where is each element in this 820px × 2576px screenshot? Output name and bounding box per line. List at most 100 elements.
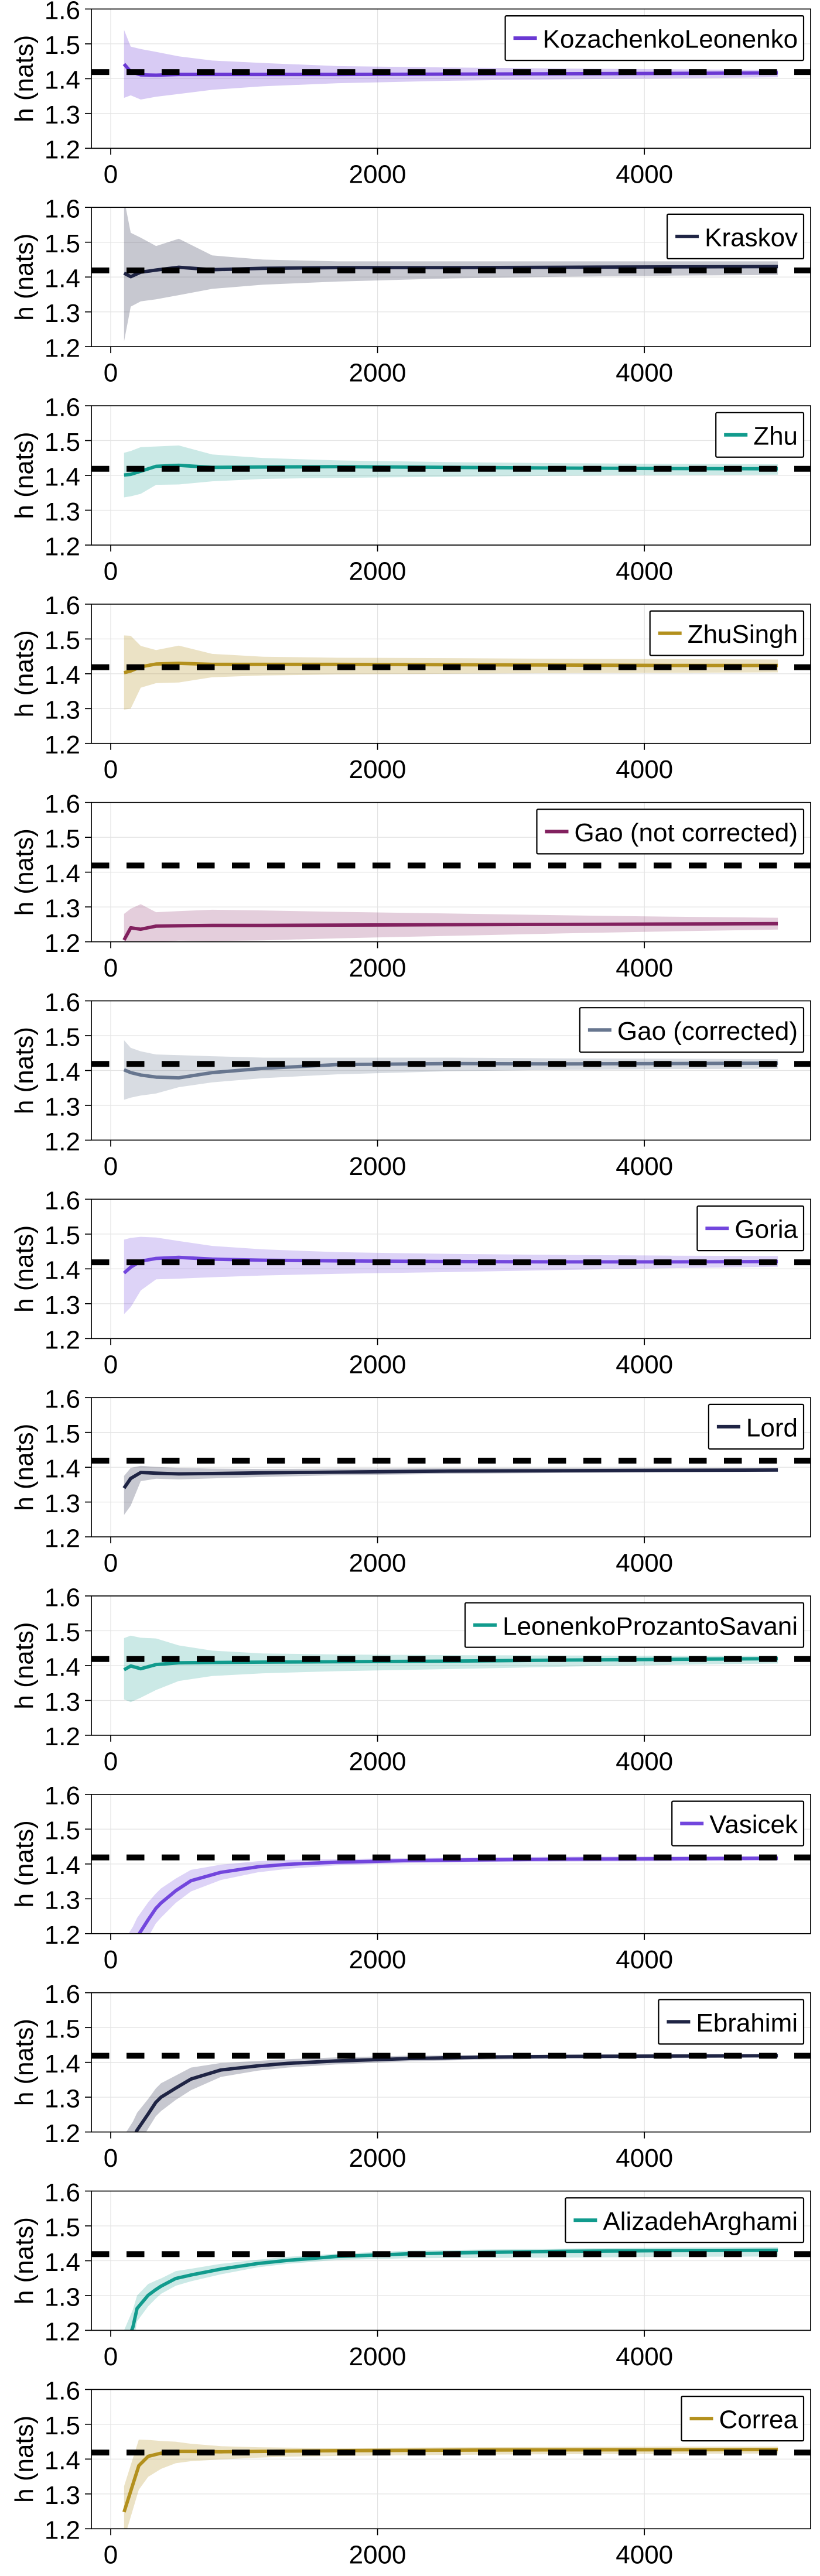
svg-text:Kraskov: Kraskov (705, 224, 798, 252)
svg-text:1.6: 1.6 (45, 1583, 80, 1612)
svg-text:Correa: Correa (719, 2406, 798, 2434)
svg-text:1.4: 1.4 (45, 66, 80, 95)
svg-text:4000: 4000 (616, 2342, 673, 2371)
svg-text:1.2: 1.2 (45, 334, 80, 362)
svg-text:1.6: 1.6 (45, 2178, 80, 2207)
svg-text:4000: 4000 (616, 755, 673, 784)
svg-text:2000: 2000 (349, 359, 406, 388)
svg-text:Gao (not corrected): Gao (not corrected) (575, 818, 798, 847)
svg-text:1.2: 1.2 (45, 1128, 80, 1156)
svg-text:h (nats): h (nats) (10, 1027, 39, 1114)
svg-text:1.2: 1.2 (45, 2516, 80, 2545)
svg-text:1.2: 1.2 (45, 136, 80, 165)
svg-text:h (nats): h (nats) (10, 828, 39, 916)
svg-text:1.3: 1.3 (45, 101, 80, 129)
svg-text:0: 0 (104, 954, 118, 982)
svg-text:2000: 2000 (349, 160, 406, 189)
svg-text:1.2: 1.2 (45, 731, 80, 759)
svg-text:1.5: 1.5 (45, 626, 80, 655)
svg-text:ZhuSingh: ZhuSingh (688, 620, 798, 649)
svg-text:1.5: 1.5 (45, 229, 80, 258)
svg-text:1.2: 1.2 (45, 1326, 80, 1355)
svg-text:4000: 4000 (616, 359, 673, 388)
svg-text:1.4: 1.4 (45, 2050, 80, 2078)
svg-text:1.6: 1.6 (45, 2377, 80, 2406)
svg-text:1.2: 1.2 (45, 532, 80, 561)
svg-text:1.3: 1.3 (45, 1688, 80, 1717)
svg-text:1.6: 1.6 (45, 1385, 80, 1414)
svg-text:h (nats): h (nats) (10, 234, 39, 321)
svg-text:0: 0 (104, 755, 118, 784)
svg-text:4000: 4000 (616, 1747, 673, 1776)
svg-text:1.2: 1.2 (45, 1524, 80, 1553)
svg-text:h (nats): h (nats) (10, 1622, 39, 1709)
svg-text:1.2: 1.2 (45, 929, 80, 958)
svg-text:0: 0 (104, 2144, 118, 2173)
svg-text:0: 0 (104, 1152, 118, 1181)
svg-text:1.5: 1.5 (45, 825, 80, 854)
svg-text:1.5: 1.5 (45, 1023, 80, 1051)
svg-text:h (nats): h (nats) (10, 35, 39, 122)
svg-text:2000: 2000 (349, 1152, 406, 1181)
svg-text:1.4: 1.4 (45, 1455, 80, 1484)
svg-text:h (nats): h (nats) (10, 431, 39, 519)
svg-text:2000: 2000 (349, 1351, 406, 1379)
svg-text:h (nats): h (nats) (10, 2416, 39, 2503)
svg-text:1.3: 1.3 (45, 2481, 80, 2510)
svg-text:1.6: 1.6 (45, 1782, 80, 1810)
svg-text:4000: 4000 (616, 1351, 673, 1379)
svg-text:1.6: 1.6 (45, 1980, 80, 2009)
svg-text:1.6: 1.6 (45, 393, 80, 422)
svg-text:1.3: 1.3 (45, 1092, 80, 1121)
svg-text:4000: 4000 (616, 160, 673, 189)
svg-text:2000: 2000 (349, 1549, 406, 1578)
svg-text:1.3: 1.3 (45, 1886, 80, 1915)
svg-text:2000: 2000 (349, 2541, 406, 2570)
svg-text:1.4: 1.4 (45, 1851, 80, 1880)
svg-text:4000: 4000 (616, 1152, 673, 1181)
svg-text:1.5: 1.5 (45, 31, 80, 60)
svg-text:1.6: 1.6 (45, 988, 80, 1017)
svg-text:1.2: 1.2 (45, 2318, 80, 2347)
svg-text:1.5: 1.5 (45, 428, 80, 457)
svg-text:4000: 4000 (616, 2541, 673, 2570)
svg-text:1.5: 1.5 (45, 2015, 80, 2044)
svg-text:Goria: Goria (734, 1215, 798, 1244)
svg-text:1.3: 1.3 (45, 894, 80, 923)
svg-text:1.4: 1.4 (45, 1256, 80, 1285)
svg-text:1.5: 1.5 (45, 2411, 80, 2440)
svg-text:1.6: 1.6 (45, 0, 80, 25)
svg-text:4000: 4000 (616, 2144, 673, 2173)
svg-text:0: 0 (104, 359, 118, 388)
svg-text:2000: 2000 (349, 954, 406, 982)
svg-text:1.2: 1.2 (45, 1722, 80, 1751)
svg-text:1.3: 1.3 (45, 2283, 80, 2311)
svg-text:2000: 2000 (349, 755, 406, 784)
svg-text:4000: 4000 (616, 1945, 673, 1974)
svg-text:h (nats): h (nats) (10, 1424, 39, 1511)
svg-text:h (nats): h (nats) (10, 1225, 39, 1313)
svg-text:1.4: 1.4 (45, 463, 80, 491)
svg-text:h (nats): h (nats) (10, 630, 39, 717)
svg-text:1.5: 1.5 (45, 1618, 80, 1647)
svg-text:1.2: 1.2 (45, 1921, 80, 1950)
svg-text:0: 0 (104, 1549, 118, 1578)
svg-text:1.6: 1.6 (45, 195, 80, 224)
svg-text:1.4: 1.4 (45, 859, 80, 888)
svg-text:1.4: 1.4 (45, 2248, 80, 2277)
svg-text:0: 0 (104, 160, 118, 189)
svg-text:1.3: 1.3 (45, 498, 80, 526)
svg-text:Vasicek: Vasicek (709, 1810, 798, 1839)
svg-text:1.2: 1.2 (45, 2119, 80, 2148)
svg-text:2000: 2000 (349, 2342, 406, 2371)
svg-text:LeonenkoProzantoSavani: LeonenkoProzantoSavani (503, 1612, 798, 1640)
svg-text:Gao (corrected): Gao (corrected) (617, 1017, 798, 1046)
svg-text:1.4: 1.4 (45, 265, 80, 293)
svg-text:1.3: 1.3 (45, 299, 80, 328)
svg-text:1.5: 1.5 (45, 1221, 80, 1250)
svg-text:1.3: 1.3 (45, 1489, 80, 1518)
svg-text:1.4: 1.4 (45, 1653, 80, 1681)
svg-text:0: 0 (104, 1747, 118, 1776)
svg-text:0: 0 (104, 557, 118, 585)
svg-text:Ebrahimi: Ebrahimi (696, 2009, 798, 2037)
